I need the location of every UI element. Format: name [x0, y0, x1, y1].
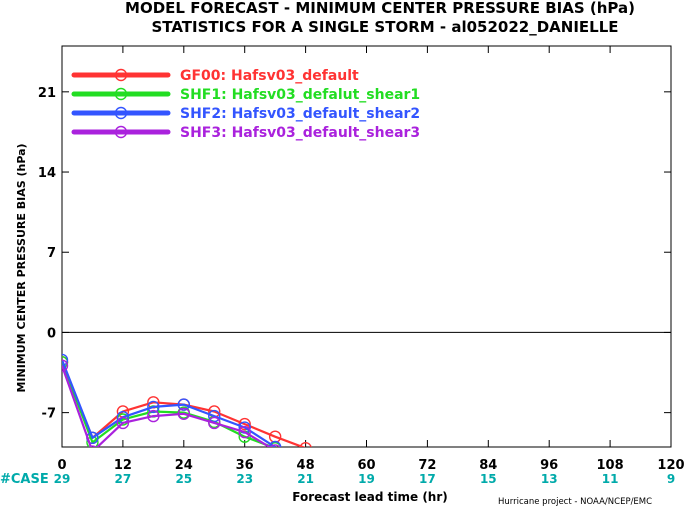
data-point [238, 417, 251, 431]
case-count: 25 [175, 472, 192, 486]
series-group-4 [62, 359, 281, 447]
legend-label: SHF2: Hafsv03_default_shear2 [180, 106, 420, 122]
x-tick-label: 84 [479, 458, 497, 473]
x-tick-label: 120 [657, 458, 684, 473]
x-tick-label: 12 [114, 458, 132, 473]
data-point [269, 441, 282, 447]
legend-label: GF00: Hafsv03_default [180, 68, 359, 84]
case-count: 29 [54, 472, 71, 486]
credit-text: Hurricane project - NOAA/NCEP/EMC [498, 497, 652, 507]
data-point [62, 353, 69, 367]
legend-swatch-marker [114, 125, 128, 139]
legend-label: SHF3: Hafsv03_default_shear3 [180, 125, 420, 141]
x-tick-label: 60 [357, 458, 375, 473]
data-point [269, 444, 281, 447]
data-point [299, 441, 312, 447]
x-tick-label: 108 [597, 458, 624, 473]
case-count: 21 [297, 472, 314, 486]
y-tick-label: 0 [47, 326, 56, 341]
case-count: 9 [667, 472, 675, 486]
data-point [238, 425, 251, 439]
data-point [268, 440, 282, 447]
data-point [147, 400, 160, 414]
case-count: 19 [358, 472, 375, 486]
y-tick-label: 21 [38, 86, 56, 101]
x-tick-label: 72 [418, 458, 436, 473]
legend-swatch-marker [114, 87, 128, 101]
legend: GF00: Hafsv03_default SHF1: Hafsv03_defal… [71, 68, 420, 141]
plot-layer: 0291227242536234821601972178415961310811… [38, 45, 685, 486]
data-point [116, 416, 130, 430]
x-tick-label: 48 [297, 458, 315, 473]
case-count: 27 [115, 472, 132, 486]
x-tick-label: 24 [175, 458, 193, 473]
case-count: 23 [236, 472, 253, 486]
data-point [208, 409, 221, 423]
y-axis-label: MINIMUM CENTER PRESSURE BIAS (hPa) [15, 143, 28, 392]
y-tick-label: 14 [38, 166, 56, 181]
x-tick-label: 0 [57, 458, 66, 473]
legend-swatch-marker [114, 106, 128, 120]
chart-title-line-1: MODEL FORECAST - MINIMUM CENTER PRESSURE… [125, 0, 635, 17]
data-point [88, 445, 97, 447]
data-point [177, 407, 191, 420]
y-tick-label: -7 [42, 407, 56, 422]
case-count: 17 [419, 472, 436, 486]
x-axis-label: Forecast lead time (hr) [292, 490, 448, 504]
data-point [177, 398, 191, 411]
x-tick-label: 36 [236, 458, 254, 473]
case-count: 15 [480, 472, 497, 486]
case-label: #CASE [0, 472, 49, 487]
data-point [62, 359, 69, 372]
case-count: 11 [602, 472, 619, 486]
legend-swatch-marker [114, 68, 128, 82]
data-point [147, 409, 160, 423]
series-line [62, 365, 272, 447]
case-count: 13 [541, 472, 558, 486]
chart-title-line-2: STATISTICS FOR A SINGLE STORM - al052022… [151, 18, 618, 36]
legend-label: SHF1: Hafsv03_defalut_shear1 [180, 87, 420, 103]
y-tick-label: 7 [47, 246, 56, 261]
x-tick-label: 96 [540, 458, 558, 473]
data-point [208, 416, 221, 430]
